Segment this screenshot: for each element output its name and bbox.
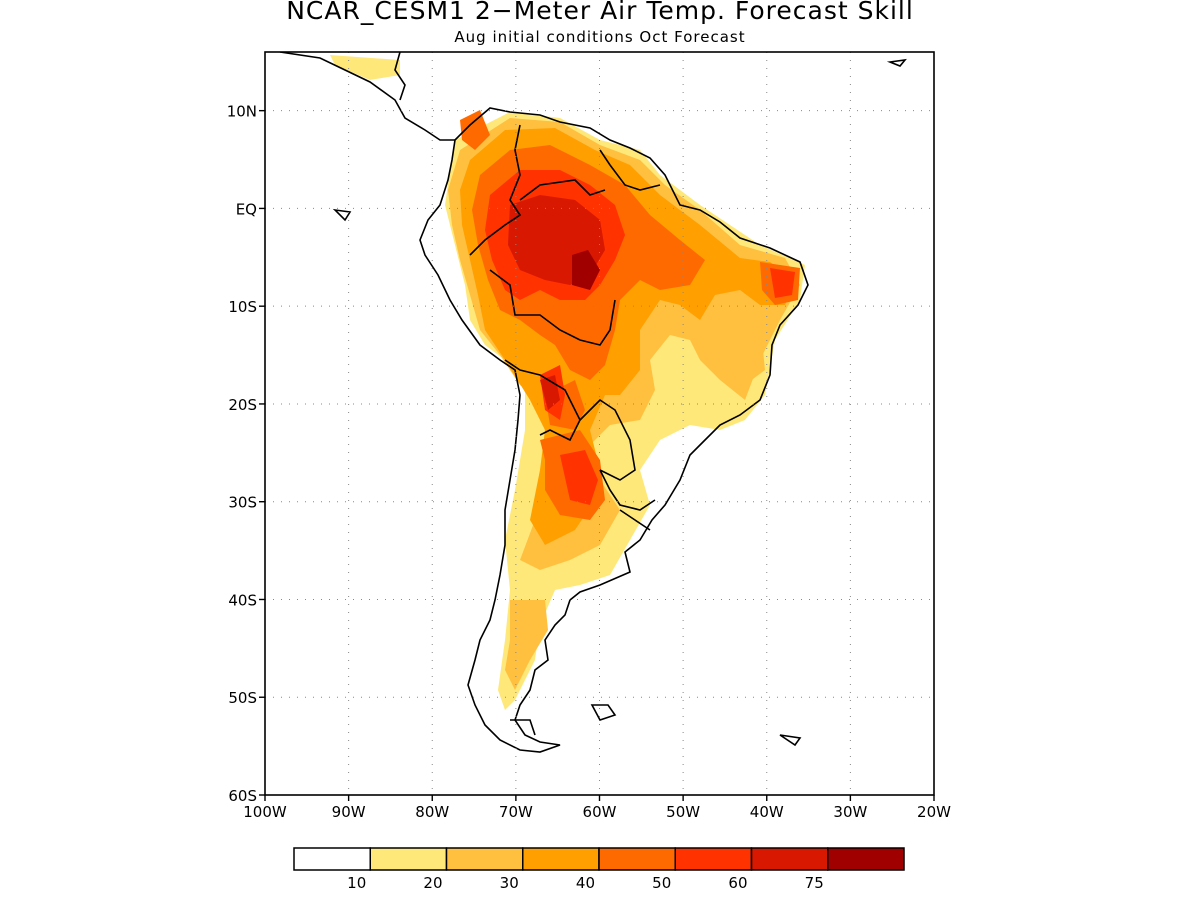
colorbar-label: 40 [576,874,595,892]
lat-label: 60S [228,787,257,805]
lat-label: 50S [228,689,257,707]
lat-label: 40S [228,591,257,609]
lon-label: 30W [833,803,867,821]
colorbar-label: 30 [500,874,519,892]
colorbar-label: 60 [728,874,747,892]
lon-label: 60W [583,803,617,821]
colorbar-label: 20 [423,874,442,892]
lat-label: EQ [236,200,257,218]
lat-label: 10N [227,103,257,121]
colorbar-swatch [445,847,524,871]
map-title: NCAR_CESM1 2−Meter Air Temp. Forecast Sk… [286,0,914,25]
colorbar-label: 75 [805,874,824,892]
colorbar-swatch [522,847,600,871]
lon-label: 20W [917,803,951,821]
skill-shading [330,55,805,710]
colorbar-label: 50 [652,874,671,892]
lon-label: 40W [750,803,784,821]
colorbar-swatch [598,847,676,871]
colorbar-swatch [827,847,905,871]
skill-region-75-plus [572,250,600,290]
lon-label: 90W [332,803,366,821]
lon-label: 70W [499,803,533,821]
colorbar-swatch [750,847,829,871]
coastline [279,52,907,753]
lon-label: 50W [666,803,700,821]
lat-label: 20S [228,396,257,414]
colorbar-swatch [369,847,448,871]
colorbar-swatch [293,847,371,871]
colorbar-label: 10 [347,874,366,892]
lat-label: 30S [228,494,257,512]
lon-label: 100W [243,803,287,821]
lat-label: 10S [228,298,257,316]
colorbar: 10 20 30 40 50 60 75 [293,847,905,892]
colorbar-swatch [674,847,753,871]
lon-label: 80W [415,803,449,821]
axis-ticks [259,109,935,801]
map-subtitle: Aug initial conditions Oct Forecast [454,28,746,46]
